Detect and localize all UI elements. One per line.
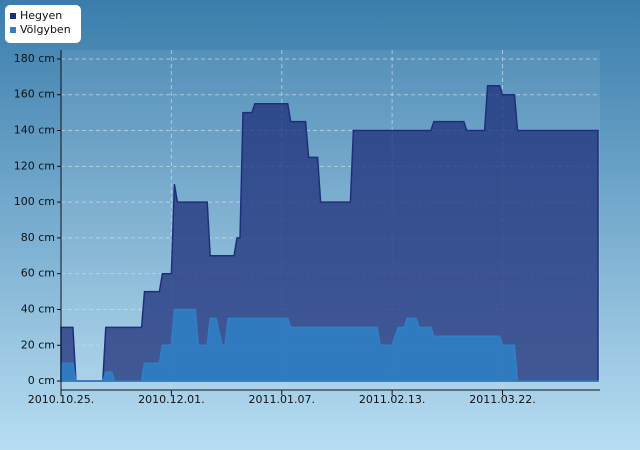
y-tick-label: 180 cm	[14, 52, 55, 65]
legend-label: Hegyen	[20, 9, 62, 22]
legend-label: Völgyben	[20, 23, 71, 36]
x-tick-label: 2011.02.13.	[359, 393, 425, 406]
y-tick-label: 80 cm	[21, 231, 55, 244]
y-tick-label: 140 cm	[14, 124, 55, 137]
x-tick-label: 2010.10.25.	[28, 393, 94, 406]
legend-swatch	[10, 27, 16, 33]
y-tick-label: 160 cm	[14, 88, 55, 101]
area	[60, 85, 599, 382]
y-tick-label: 100 cm	[14, 195, 55, 208]
x-tick-label: 2011.03.22.	[469, 393, 535, 406]
y-tick-label: 0 cm	[28, 374, 55, 387]
y-tick-label: 60 cm	[21, 267, 55, 280]
legend-swatch	[10, 13, 16, 19]
y-tick-label: 20 cm	[21, 338, 55, 351]
legend-box	[5, 5, 81, 43]
area	[60, 308, 599, 382]
y-tick-label: 120 cm	[14, 159, 55, 172]
y-tick-label: 40 cm	[21, 302, 55, 315]
x-tick-label: 2011.01.07.	[249, 393, 315, 406]
x-tick-label: 2010.12.01.	[138, 393, 204, 406]
